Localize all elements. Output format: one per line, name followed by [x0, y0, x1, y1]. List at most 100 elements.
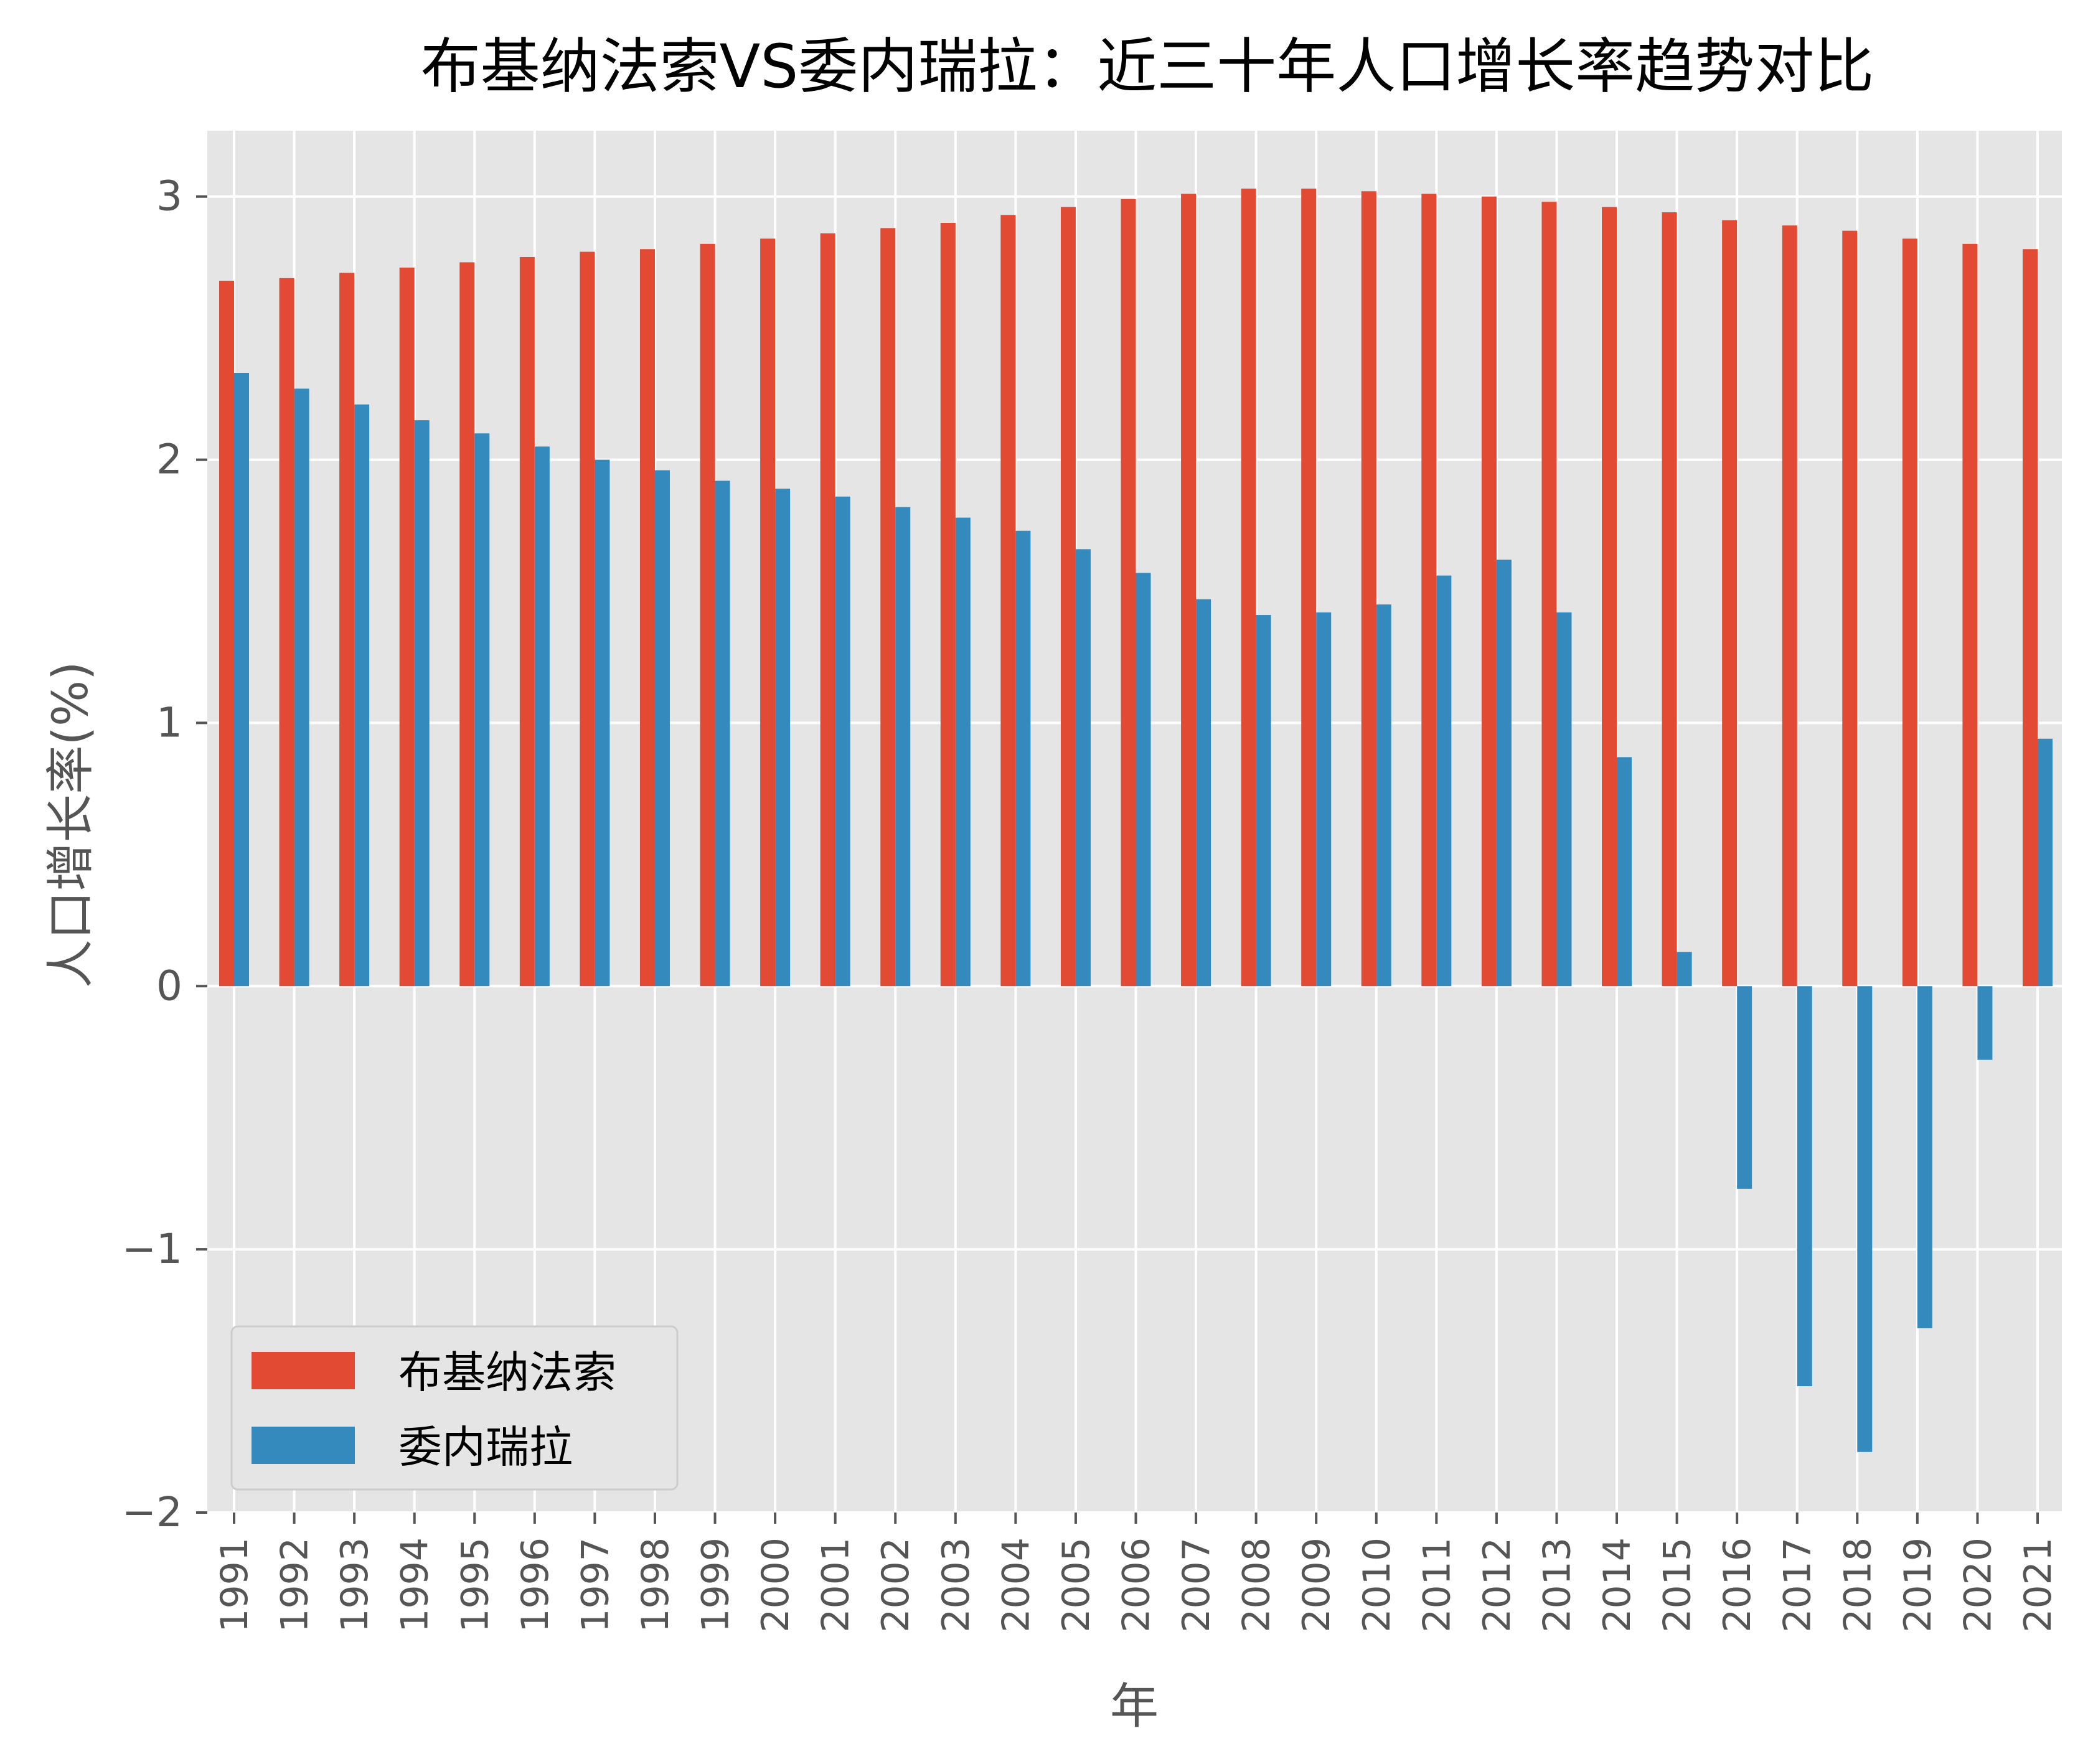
bar-venezuela: [354, 404, 370, 987]
bar-venezuela: [1136, 573, 1151, 987]
bar-venezuela: [1917, 986, 1932, 1328]
bar-venezuela: [1196, 599, 1211, 987]
bar-burkina-faso: [1602, 207, 1617, 987]
bar-burkina-faso: [700, 243, 715, 987]
bar-venezuela: [1977, 986, 1993, 1060]
bar-burkina-faso: [1000, 215, 1016, 987]
bar-venezuela: [1797, 986, 1812, 1387]
bar-venezuela: [1617, 757, 1632, 987]
bar-venezuela: [654, 470, 670, 987]
bar-venezuela: [715, 481, 730, 987]
x-tick-label: 2001: [814, 1537, 858, 1633]
bar-burkina-faso: [580, 251, 595, 987]
bar-burkina-faso: [1241, 189, 1256, 987]
bar-venezuela: [1857, 986, 1873, 1452]
x-tick-label: 2002: [874, 1537, 918, 1633]
x-axis-ticks: 1991 1992 1993 1994 1995 1996 1997 1998 1999 2000…: [213, 1513, 2060, 1633]
bar-burkina-faso: [1121, 199, 1136, 987]
bar-burkina-faso: [1902, 238, 1917, 987]
x-tick-label: 2020: [1956, 1537, 2000, 1633]
bar-burkina-faso: [1962, 243, 1978, 987]
legend-label-burkina-faso: 布基纳法索: [398, 1347, 616, 1398]
bar-venezuela: [2038, 738, 2053, 987]
bar-venezuela: [234, 373, 249, 987]
x-tick-label: 1995: [453, 1537, 497, 1633]
y-tick-label: −1: [122, 1225, 182, 1273]
x-tick-label: 1993: [333, 1537, 377, 1633]
bar-burkina-faso: [1421, 194, 1437, 987]
x-tick-label: 2009: [1295, 1537, 1338, 1633]
bar-burkina-faso: [339, 273, 355, 987]
bar-burkina-faso: [880, 228, 896, 987]
bar-venezuela: [1015, 530, 1031, 987]
bar-venezuela: [294, 388, 309, 987]
x-tick-label: 2016: [1716, 1537, 1759, 1633]
bar-venezuela: [775, 489, 791, 987]
x-tick-label: 2007: [1175, 1537, 1218, 1633]
bar-burkina-faso: [1842, 230, 1858, 987]
bar-burkina-faso: [820, 233, 835, 987]
bar-venezuela: [1376, 604, 1391, 987]
bar-burkina-faso: [519, 256, 535, 987]
y-axis-ticks: −2 −1 0 1 2 3: [122, 172, 207, 1536]
legend-label-venezuela: 委内瑞拉: [398, 1422, 573, 1473]
x-tick-label: 2015: [1656, 1537, 1700, 1633]
bar-burkina-faso: [2023, 249, 2038, 987]
bar-burkina-faso: [1361, 191, 1376, 987]
x-tick-label: 2004: [994, 1537, 1038, 1633]
x-tick-label: 2014: [1596, 1537, 1639, 1633]
bar-venezuela: [1256, 615, 1271, 987]
bar-burkina-faso: [760, 238, 776, 987]
bar-burkina-faso: [1541, 202, 1557, 987]
bar-burkina-faso: [219, 281, 234, 987]
x-tick-label: 2003: [934, 1537, 978, 1633]
legend-swatch-venezuela: [252, 1427, 355, 1464]
bar-venezuela: [1737, 986, 1752, 1189]
bar-burkina-faso: [1662, 212, 1677, 987]
x-tick-label: 2010: [1355, 1537, 1399, 1633]
bar-venezuela: [1436, 575, 1452, 987]
x-tick-label: 1999: [694, 1537, 738, 1633]
x-tick-label: 2011: [1415, 1537, 1459, 1633]
bars: [219, 189, 2053, 1452]
bar-burkina-faso: [1481, 196, 1497, 987]
x-tick-label: 1997: [573, 1537, 617, 1633]
bar-burkina-faso: [1722, 220, 1738, 987]
bar-venezuela: [1316, 612, 1332, 987]
y-tick-label: 1: [156, 698, 182, 746]
x-tick-label: 2018: [1836, 1537, 1879, 1633]
y-tick-label: 3: [156, 172, 182, 220]
y-tick-label: 2: [156, 436, 182, 484]
bar-venezuela: [595, 459, 610, 987]
bar-venezuela: [955, 517, 971, 987]
chart-title: 布基纳法索VS委内瑞拉：近三十年人口增长率趋势对比: [421, 32, 1874, 101]
bar-burkina-faso: [459, 262, 475, 987]
legend-swatch-burkina-faso: [252, 1352, 355, 1389]
y-tick-label: 0: [156, 962, 182, 1010]
x-tick-label: 1998: [634, 1537, 677, 1633]
x-tick-label: 2013: [1535, 1537, 1579, 1633]
x-axis-title: 年: [1110, 1679, 1159, 1735]
bar-burkina-faso: [1782, 225, 1797, 987]
x-tick-label: 2000: [754, 1537, 797, 1633]
bar-burkina-faso: [639, 249, 655, 987]
bar-burkina-faso: [1181, 194, 1197, 987]
x-tick-label: 2019: [1896, 1537, 1940, 1633]
x-tick-label: 2005: [1055, 1537, 1098, 1633]
x-tick-label: 1991: [213, 1537, 256, 1633]
bar-venezuela: [1075, 549, 1091, 987]
bar-venezuela: [895, 507, 911, 987]
bar-burkina-faso: [399, 267, 415, 987]
x-tick-label: 2021: [2016, 1537, 2060, 1633]
bar-burkina-faso: [1301, 189, 1317, 987]
bar-venezuela: [474, 433, 490, 987]
x-tick-label: 2006: [1115, 1537, 1159, 1633]
bar-venezuela: [1556, 612, 1572, 987]
x-tick-label: 1994: [393, 1537, 437, 1633]
x-tick-label: 1992: [273, 1537, 317, 1633]
legend: 布基纳法索 委内瑞拉: [230, 1325, 679, 1491]
bar-burkina-faso: [279, 278, 294, 987]
bar-venezuela: [1496, 560, 1512, 987]
x-tick-label: 2017: [1776, 1537, 1820, 1633]
